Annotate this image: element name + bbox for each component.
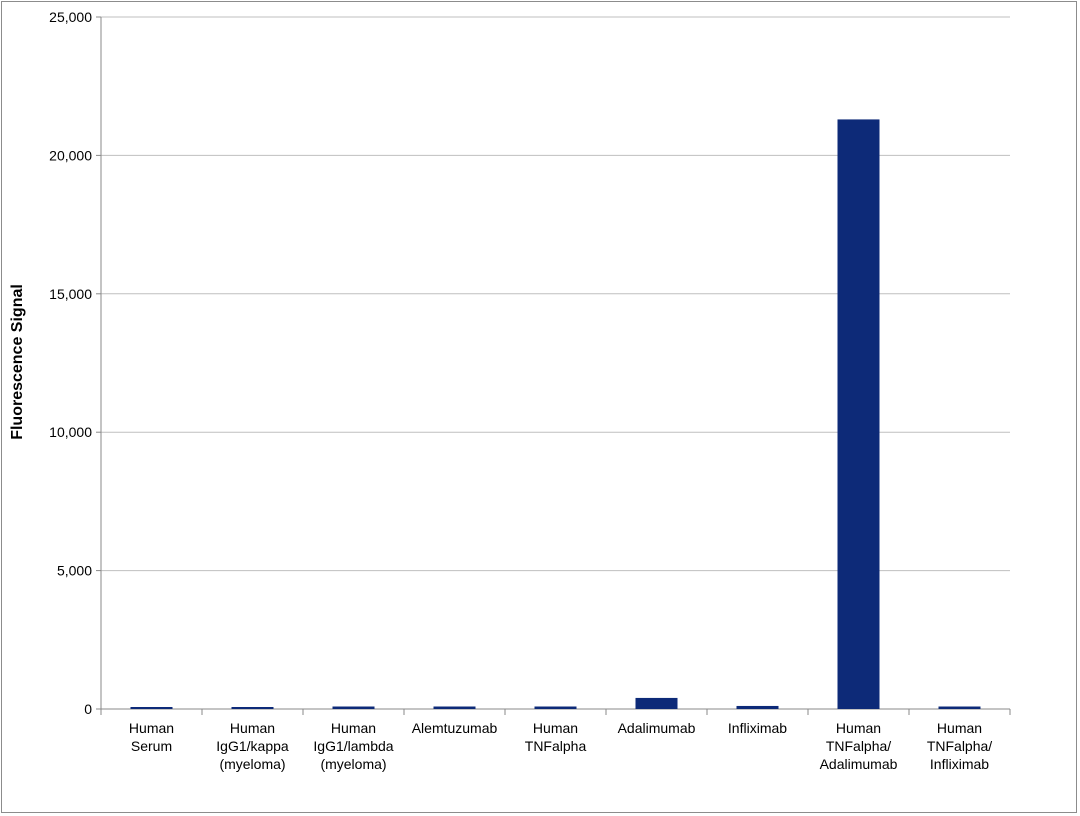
bar <box>837 119 880 709</box>
labels: 0 5,000 10,000 15,000 20,000 25,000 Human Serum… <box>49 9 992 772</box>
bar <box>534 706 577 709</box>
bar <box>332 706 375 709</box>
y-tick-label: 10,000 <box>49 424 92 440</box>
y-axis-title: Fluorescence Signal <box>9 284 26 440</box>
x-category-label: Human TNFalpha/Infliximab <box>927 720 992 772</box>
x-category-label: Human IgG1/lambda (myeloma) <box>313 720 393 772</box>
y-tick-label: 20,000 <box>49 147 92 163</box>
y-tick-label: 15,000 <box>49 286 92 302</box>
x-category-label: Adalimumab <box>618 720 696 736</box>
y-tick-label: 25,000 <box>49 9 92 25</box>
bar <box>736 705 779 709</box>
bar <box>130 707 173 709</box>
bar <box>938 706 981 709</box>
bar <box>433 706 476 709</box>
bar <box>635 697 678 709</box>
x-category-label: Alemtuzumab <box>412 720 498 736</box>
bars <box>130 119 981 709</box>
bar <box>231 707 274 709</box>
x-category-label: Infliximab <box>728 720 787 736</box>
x-category-label: Human TNFalpha <box>525 720 587 754</box>
y-tick-label: 0 <box>84 701 92 717</box>
y-tick-label: 5,000 <box>57 563 92 579</box>
x-category-label: Human Serum <box>129 720 174 754</box>
x-category-label: Human IgG1/kappa (myeloma) <box>216 720 289 772</box>
x-category-label: Human TNFalpha/Adalimumab <box>820 720 898 772</box>
